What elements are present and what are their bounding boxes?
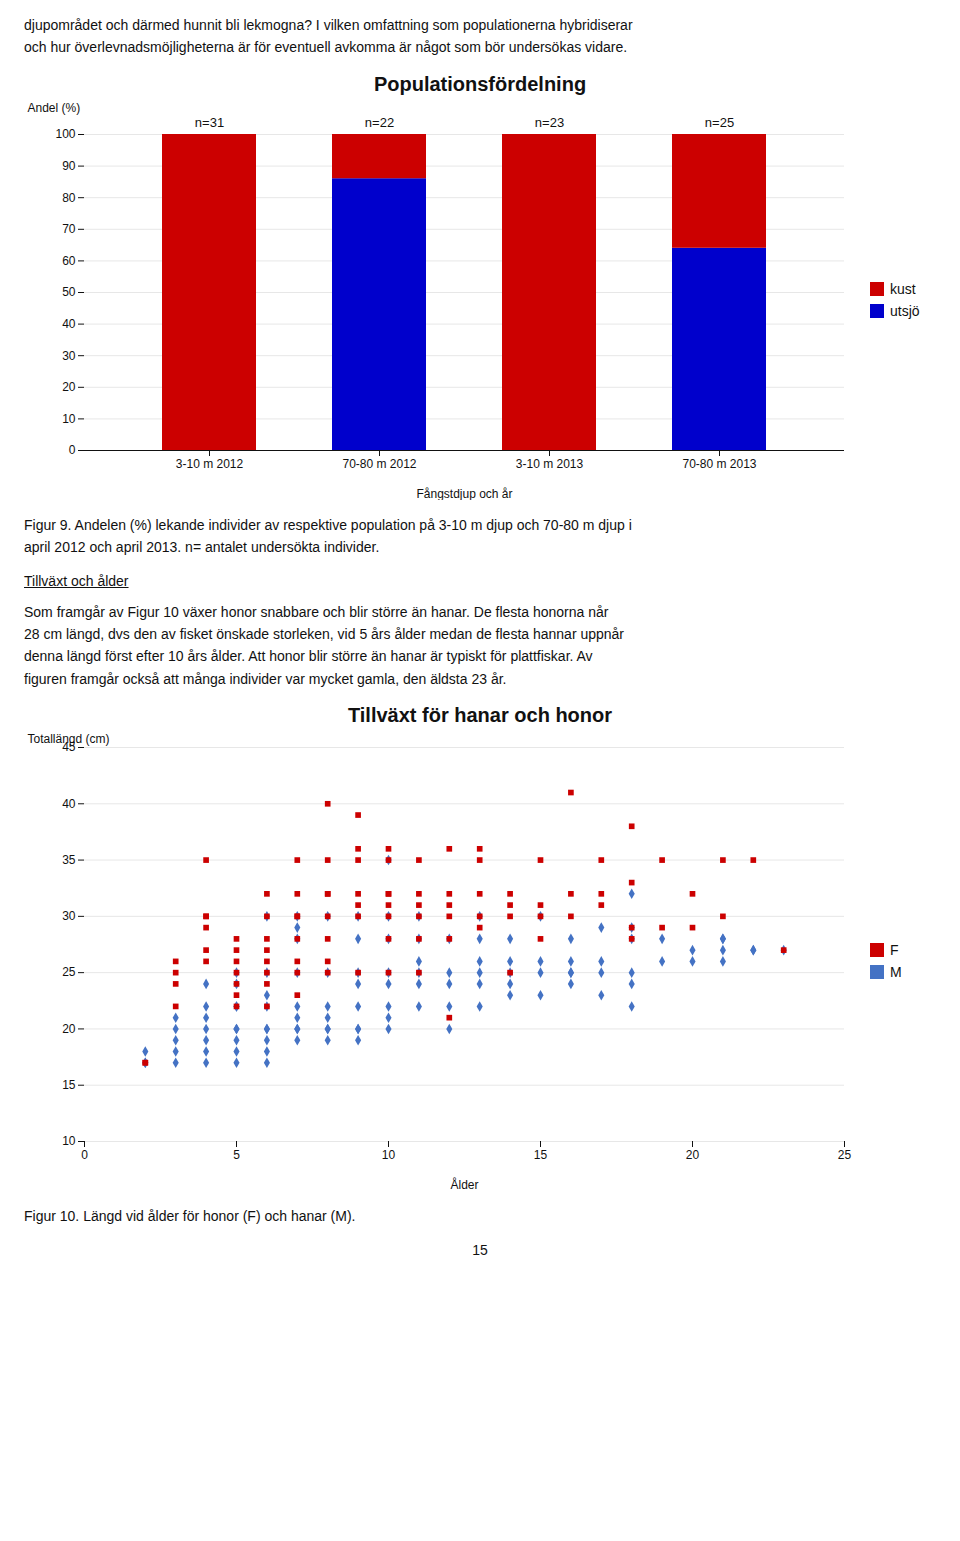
svg-text:Ålder: Ålder: [450, 1177, 478, 1192]
svg-text:45: 45: [62, 740, 76, 755]
svg-text:25: 25: [62, 966, 76, 980]
svg-text:30: 30: [62, 348, 76, 362]
html-text:kust: kust: [890, 280, 916, 297]
html-text:djupområdet och därmed hunnit: djupområdet och därmed hunnit bli lekmog…: [24, 17, 633, 33]
svg-text:60: 60: [62, 254, 76, 268]
svg-text:70-80 m 2012: 70-80 m 2012: [342, 457, 416, 471]
svg-text:n=22: n=22: [365, 114, 394, 129]
html-text:Tillväxt för hanar och honor: Tillväxt för hanar och honor: [347, 704, 613, 727]
html-text:F: F: [890, 942, 899, 959]
svg-text:70: 70: [62, 222, 76, 236]
svg-text:Andel (%): Andel (%): [28, 101, 81, 115]
html-text:utsjö: utsjö: [890, 302, 920, 319]
svg-text:Fångstdjup och år: Fångstdjup och år: [416, 486, 512, 500]
html-text:Figur 10. Längd vid ålder för: Figur 10. Längd vid ålder för honor (F) …: [24, 1208, 356, 1225]
svg-text:20: 20: [62, 380, 76, 394]
svg-text:n=31: n=31: [195, 114, 224, 129]
html-text:denna längd först efter 10 års: denna längd först efter 10 års ålder. At…: [24, 648, 593, 665]
html-text:Som framgår av Figur 10 växer: Som framgår av Figur 10 växer honor snab…: [24, 603, 609, 620]
svg-text:n=23: n=23: [535, 114, 564, 129]
html-text:Figur 9. Andelen (%) lekande i: Figur 9. Andelen (%) lekande individer a…: [24, 516, 632, 533]
svg-text:25: 25: [838, 1148, 852, 1162]
svg-text:35: 35: [62, 853, 76, 867]
svg-text:90: 90: [62, 159, 76, 173]
svg-text:30: 30: [62, 909, 76, 923]
svg-text:70-80 m 2013: 70-80 m 2013: [682, 457, 756, 471]
svg-text:40: 40: [62, 797, 76, 811]
svg-text:10: 10: [382, 1148, 396, 1162]
html-text:och hur överlevnadsmöjligheter: och hur överlevnadsmöjligheterna är för …: [24, 39, 628, 56]
svg-text:5: 5: [233, 1148, 240, 1162]
svg-text:15: 15: [62, 1078, 76, 1092]
svg-text:10: 10: [62, 1134, 76, 1148]
html-text:28 cm längd, dvs den av fisket: 28 cm längd, dvs den av fisket önskade s…: [24, 626, 624, 642]
html-text:Populationsfördelning: Populationsfördelning: [373, 72, 587, 95]
svg-text:100: 100: [55, 127, 75, 141]
svg-text:3-10 m 2013: 3-10 m 2013: [516, 457, 584, 471]
svg-text:40: 40: [62, 317, 76, 331]
svg-text:Totallängd (cm): Totallängd (cm): [28, 732, 110, 746]
html-text:april 2012 och april 2013. n=: april 2012 och april 2013. n= antalet un…: [24, 539, 380, 556]
svg-text:0: 0: [81, 1148, 88, 1162]
svg-text:20: 20: [686, 1148, 700, 1162]
html-text:figuren framgår också att mång: figuren framgår också att många individe…: [24, 670, 507, 687]
html-text:Tillväxt och ålder: Tillväxt och ålder: [24, 572, 129, 589]
svg-text:n=25: n=25: [705, 114, 734, 129]
svg-text:3-10 m 2012: 3-10 m 2012: [176, 457, 244, 471]
svg-text:50: 50: [62, 285, 76, 299]
svg-text:0: 0: [69, 443, 76, 457]
svg-text:10: 10: [62, 412, 76, 426]
svg-text:80: 80: [62, 190, 76, 204]
html-text:15: 15: [472, 1241, 488, 1258]
html-text:M: M: [890, 964, 902, 981]
svg-text:15: 15: [534, 1148, 548, 1162]
svg-text:20: 20: [62, 1022, 76, 1036]
